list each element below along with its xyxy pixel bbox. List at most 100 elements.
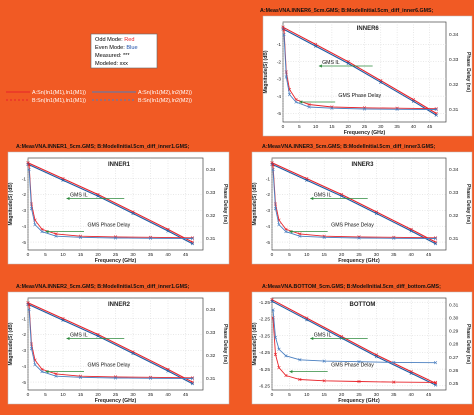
x-tick-label: 25 [113,392,119,398]
x-tick-label: 40 [411,124,417,130]
y-axis-label: Magnitude(S) (dB) [263,50,269,93]
data-point [270,299,274,303]
x-tick-label: 30 [374,252,380,258]
data-point [54,374,58,378]
y-tick-label: -3 [266,208,271,214]
data-point [433,361,438,365]
annotation-gms-phase-delay: GMS Phase Delay [88,363,131,369]
trace-legend-a-odd: A:Sn(In1(M1),In1(M1)) [32,90,86,96]
data-point [273,206,278,211]
x-axis-label: Frequency (GHz) [338,398,380,404]
y-tick-label: -1 [266,176,271,182]
x-tick-label: 40 [409,392,415,398]
y2-tick-label: 0.32 [449,82,459,88]
odd-mode-label: Odd Mode: Red [95,37,135,43]
data-point [298,358,302,362]
series-line-il-even [27,163,193,245]
y-tick-label: -2 [266,192,271,198]
x-axis-label: Frequency (GHz) [95,258,137,264]
annotation-gms-phase-delay: GMS Phase Delay [331,363,374,369]
chart-panel-1: A:MeasVNA.INNER6_5cm.GMS; B:ModelInitial… [260,8,473,137]
x-tick-label: 25 [356,252,362,258]
annotation-gms-il: GMS IL [314,192,332,198]
annotation-arrowhead-delay [45,370,49,374]
y-tick-label: -2 [22,192,27,198]
data-point [307,105,311,109]
data-point [277,366,281,370]
data-point [27,307,31,312]
x-tick-label: 15 [78,252,84,258]
data-point [33,223,37,227]
data-point [166,229,170,233]
measured-label: Measured: *** [95,53,130,59]
data-point [434,113,438,117]
y2-tick-label: 0.31 [449,236,459,242]
chart-title: A:MeasVNA.INNER6_5cm.GMS; B:ModelInitial… [260,8,434,14]
data-point [113,236,118,240]
y2-tick-label: 0.31 [449,302,459,308]
data-point [27,167,31,172]
y-axis-label: Magnitude(S) (dB) [8,182,14,225]
data-point [190,236,195,241]
y2-axis-label: Phase Delay (ns) [465,52,471,92]
x-tick-label: 20 [95,392,101,398]
x-tick-label: 30 [374,392,380,398]
data-point [298,377,302,382]
x-tick-label: 0 [27,252,30,258]
data-point [33,363,37,367]
x-tick-label: 45 [426,252,432,258]
data-point [40,229,44,234]
data-point [284,75,288,79]
x-tick-label: 5 [288,252,291,258]
annotation-gms-phase-delay: GMS Phase Delay [338,93,381,99]
x-tick-label: 0 [271,392,274,398]
even-mode-label: Even Mode: Blue [95,45,138,51]
y-tick-label: -1.25 [259,300,270,306]
x-tick-label: 25 [362,124,368,130]
inner-label: INNER3 [351,162,374,168]
data-point [330,106,334,110]
trace-legend-a-even: A:Sn(In1(M2),In2(M2)) [138,90,192,96]
x-tick-label: 40 [409,252,415,258]
series-line-il-odd [271,299,436,384]
series-line-il-odd [27,162,193,243]
data-point [61,318,65,322]
data-point [392,360,396,365]
y2-axis-label: Phase Delay (ns) [222,184,228,224]
data-point [322,235,326,239]
data-point [148,236,153,240]
x-tick-label: 15 [322,392,328,398]
annotation-arrowhead-il [66,336,70,341]
inner-label: BOTTOM [350,302,376,308]
y2-tick-label: 0.32 [206,353,216,359]
data-point [27,163,31,167]
y-tick-label: -4 [277,94,282,100]
y-tick-label: -1 [22,176,27,182]
annotation-arrowhead-il [310,196,314,201]
data-point [282,27,286,32]
x-tick-label: 35 [394,124,400,130]
y2-tick-label: 0.34 [449,167,459,173]
data-point [322,379,326,383]
y2-tick-label: 0.31 [449,107,459,113]
x-tick-label: 5 [298,124,301,130]
y2-axis-label: Phase Delay (ns) [222,324,228,364]
y-tick-label: -4.25 [259,350,270,356]
x-tick-label: 15 [322,252,328,258]
y-tick-label: -5 [266,240,271,246]
annotation-arrowhead-delay [45,230,49,234]
x-tick-label: 5 [44,252,47,258]
y-axis-label: Magnitude(S) (dB) [8,322,14,365]
annotation-arrowhead-il [310,336,314,341]
y2-tick-label: 0.34 [206,307,216,313]
inner-label: INNER2 [108,302,131,308]
data-point [54,372,58,376]
annotation-gms-phase-delay: GMS Phase Delay [88,223,131,229]
annotation-arrowhead-delay [289,230,293,234]
x-tick-label: 15 [329,124,335,130]
y-axis-label: Magnitude(S) (dB) [252,182,258,225]
data-point [395,107,399,111]
data-point [54,232,58,236]
y2-tick-label: 0.26 [449,368,459,374]
